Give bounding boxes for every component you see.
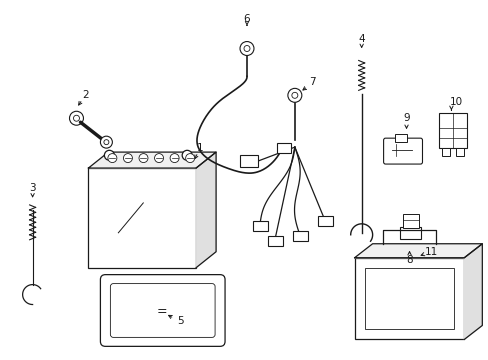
Text: 5: 5	[177, 316, 183, 327]
Polygon shape	[354, 244, 481, 258]
FancyBboxPatch shape	[100, 275, 224, 346]
Circle shape	[240, 41, 253, 55]
Circle shape	[244, 45, 249, 51]
Circle shape	[73, 115, 80, 121]
Bar	[267, 236, 283, 246]
Text: 9: 9	[403, 113, 409, 123]
Bar	[276, 143, 290, 153]
Text: 1: 1	[196, 143, 203, 153]
Bar	[364, 268, 453, 329]
Circle shape	[100, 136, 112, 148]
Text: 10: 10	[449, 97, 462, 107]
Bar	[317, 216, 332, 226]
Bar	[240, 155, 258, 167]
Circle shape	[291, 92, 297, 98]
Circle shape	[104, 150, 114, 160]
FancyBboxPatch shape	[110, 284, 215, 337]
Circle shape	[182, 150, 192, 160]
Bar	[354, 258, 464, 339]
Circle shape	[69, 111, 83, 125]
Circle shape	[154, 154, 163, 163]
Text: 6: 6	[243, 14, 250, 24]
Polygon shape	[196, 152, 216, 268]
Bar	[402, 214, 418, 228]
Circle shape	[103, 140, 109, 145]
Text: 2: 2	[82, 90, 89, 100]
Text: 7: 7	[309, 77, 315, 87]
Circle shape	[108, 154, 117, 163]
Circle shape	[170, 154, 179, 163]
Circle shape	[185, 154, 194, 163]
Bar	[252, 221, 267, 231]
Polygon shape	[88, 152, 216, 168]
Text: 3: 3	[29, 183, 36, 193]
Bar	[442, 148, 449, 156]
Circle shape	[123, 154, 132, 163]
Bar	[394, 134, 406, 142]
Bar	[292, 231, 307, 241]
Bar	[439, 113, 467, 148]
Bar	[399, 227, 421, 239]
Bar	[88, 168, 196, 268]
Text: 8: 8	[406, 255, 412, 265]
Polygon shape	[464, 244, 481, 339]
FancyBboxPatch shape	[383, 138, 422, 164]
Circle shape	[139, 154, 148, 163]
Circle shape	[287, 88, 301, 102]
Text: 11: 11	[424, 247, 437, 257]
Bar	[455, 148, 464, 156]
Text: =: =	[157, 305, 167, 318]
Text: 4: 4	[358, 33, 364, 44]
